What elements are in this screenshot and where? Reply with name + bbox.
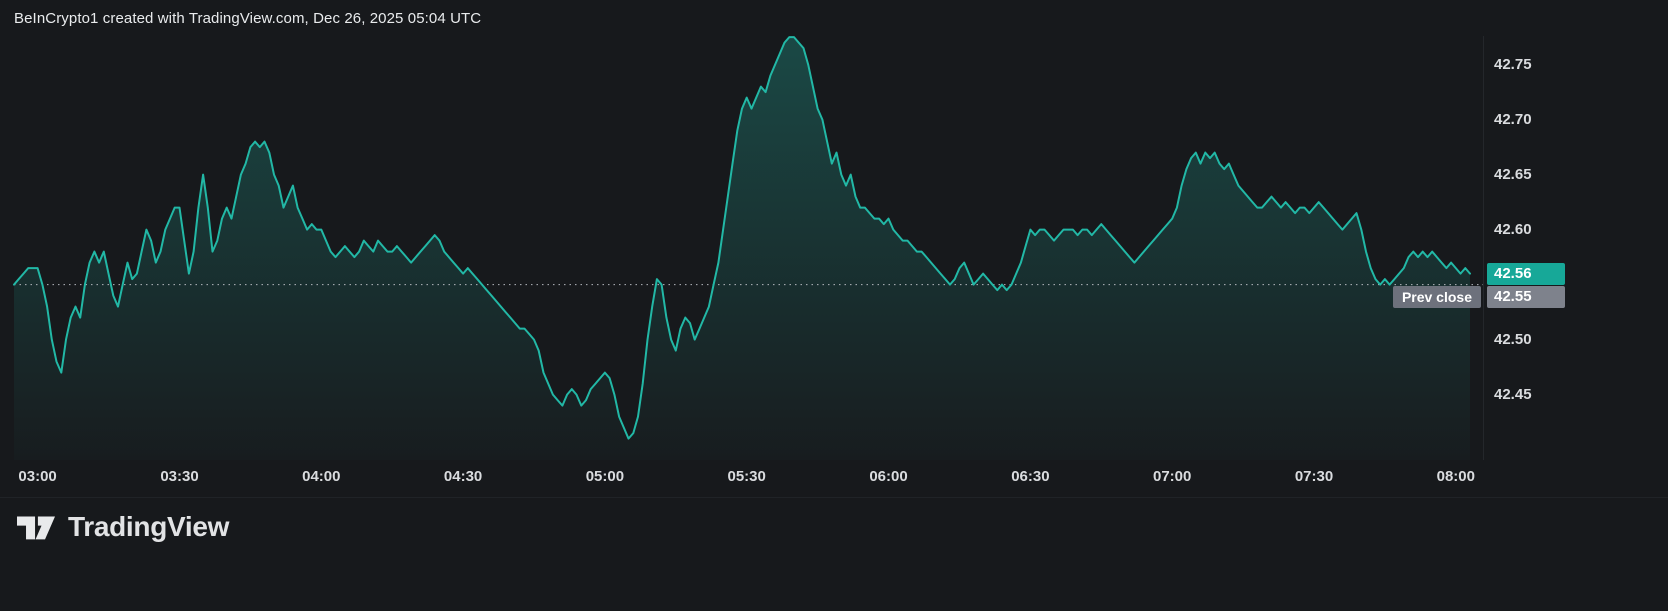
time-tick: 05:00: [585, 468, 625, 485]
time-tick: 04:30: [443, 468, 483, 485]
price-tick: 42.65: [1494, 165, 1532, 183]
time-tick: 06:30: [1011, 468, 1050, 485]
chart-attribution: BeInCrypto1 created with TradingView.com…: [14, 10, 482, 27]
current-price-badge: 42.56: [1487, 262, 1565, 285]
time-tick: 07:00: [1153, 468, 1192, 485]
time-tick: 06:00: [869, 468, 908, 485]
price-tick: 42.70: [1494, 110, 1532, 128]
price-axis[interactable]: 42.56 42.55 42.75 42.70 42.65 42.60 42.50 42.…: [1483, 36, 1570, 460]
price-area-chart: [13, 36, 1483, 460]
prev-close-label: Prev close: [1392, 285, 1481, 308]
time-tick: 07:30: [1294, 468, 1334, 485]
time-tick: 03:00: [18, 468, 57, 485]
prev-close-label-text: Prev close: [1401, 288, 1472, 305]
time-tick: 03:30: [160, 468, 199, 485]
price-tick: 42.60: [1494, 220, 1532, 238]
area-fill: [14, 37, 1470, 460]
price-tick: 42.50: [1494, 330, 1532, 348]
footer: TradingView: [15, 508, 229, 546]
time-tick: 05:30: [727, 468, 766, 485]
bottom-separator: [0, 497, 1668, 498]
time-tick: 08:00: [1436, 468, 1475, 485]
price-line: [13, 36, 1471, 440]
time-tick: 04:00: [302, 468, 341, 485]
price-tick: 42.45: [1494, 385, 1532, 403]
price-tick: 42.75: [1494, 55, 1532, 73]
price-chart-plot[interactable]: Prev close: [0, 36, 1483, 460]
tradingview-wordmark: TradingView: [68, 511, 230, 542]
prev-close-price-badge: 42.55: [1487, 285, 1565, 308]
time-axis[interactable]: 03:00 03:30 04:00 04:30 05:00 05:30 06:00 06:30…: [0, 460, 1569, 496]
tradingview-logo-icon: [17, 516, 55, 540]
